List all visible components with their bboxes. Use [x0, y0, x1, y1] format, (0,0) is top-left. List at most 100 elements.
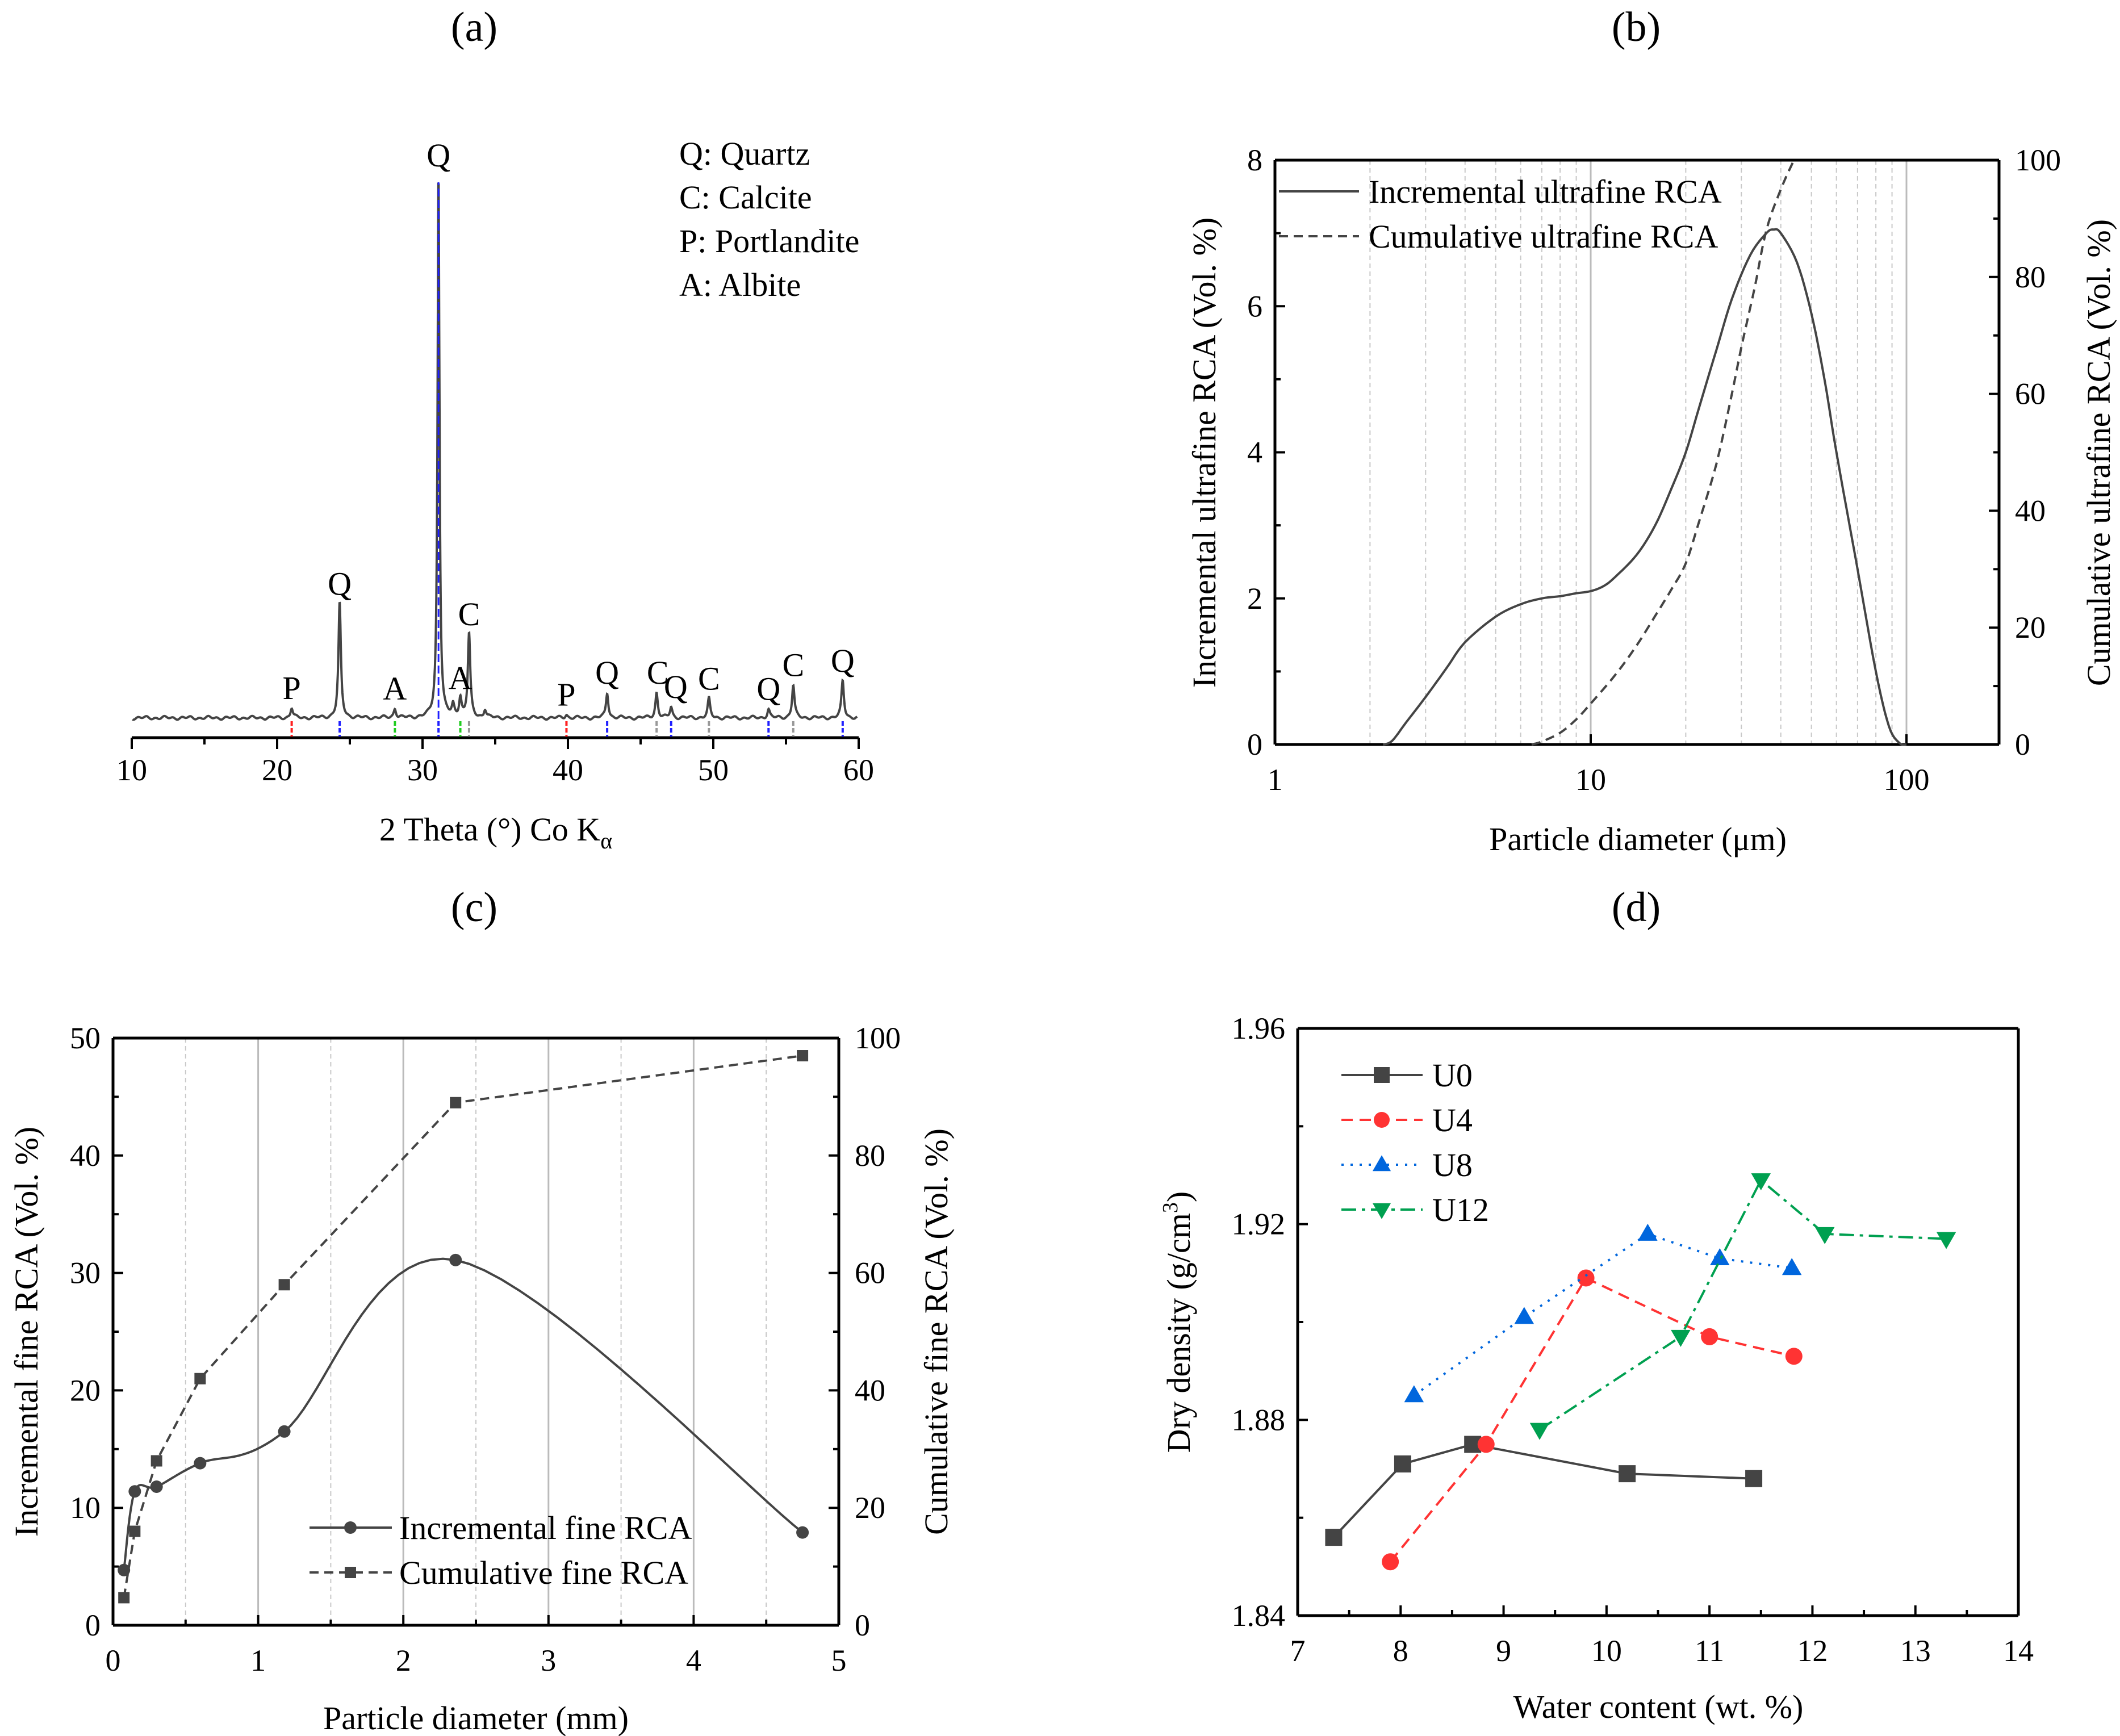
- y2-tick-label: 40: [855, 1373, 885, 1407]
- legend-label-U0: U0: [1432, 1057, 1473, 1094]
- x-tick-label: 100: [1884, 763, 1930, 797]
- peak-label-C: C: [698, 660, 720, 697]
- legend-label-cumulative: Cumulative fine RCA: [399, 1554, 688, 1591]
- x-tick-label: 2: [396, 1643, 411, 1678]
- x-tick-label: 13: [1900, 1634, 1931, 1668]
- legend-label-U12: U12: [1432, 1191, 1489, 1228]
- y-axis-label-text: Dry density (g/cm: [1160, 1213, 1197, 1453]
- y2-tick-label: 60: [2015, 377, 2046, 411]
- y2-tick-label: 60: [855, 1256, 885, 1290]
- x-tick-label: 50: [698, 753, 729, 787]
- series-line-U4: [1389, 1276, 1795, 1563]
- legend-label-U8: U8: [1432, 1147, 1473, 1183]
- y-tick-label: 8: [1247, 143, 1262, 177]
- xrd-pattern-line: [132, 182, 858, 721]
- x-axis-label-text: 2 Theta (°) Co K: [379, 811, 600, 848]
- x-tick-label: 1: [250, 1643, 266, 1678]
- y2-tick-label: 100: [855, 1021, 901, 1055]
- x-axis-label: 2 Theta (°) Co Kα: [379, 811, 612, 854]
- data-point-U8: [1514, 1307, 1534, 1324]
- x-tick-label: 14: [2003, 1634, 2034, 1668]
- legend-marker-U8: [1372, 1155, 1391, 1172]
- x-tick-label: 7: [1290, 1634, 1306, 1668]
- peak-label-C: C: [782, 647, 804, 684]
- data-point-U12: [1671, 1329, 1691, 1347]
- x-tick-label: 20: [262, 753, 292, 787]
- y-tick-label: 1.96: [1232, 1011, 1286, 1045]
- x-tick-label: 10: [1575, 763, 1606, 797]
- y-tick-label: 0: [85, 1608, 101, 1642]
- series-line-U12: [1538, 1178, 1947, 1431]
- cumulative-point: [450, 1097, 462, 1108]
- cumulative-point: [278, 1279, 290, 1291]
- legend-entry: C: Calcite: [679, 179, 812, 216]
- x-axis-label: Water content (wt. %): [1513, 1688, 1804, 1725]
- x-tick-label: 10: [116, 753, 147, 787]
- x-tick-label: 40: [553, 753, 583, 787]
- legend-label-U4: U4: [1432, 1102, 1473, 1139]
- legend-entry: P: Portlandite: [679, 223, 859, 260]
- data-point-U0: [1394, 1455, 1411, 1473]
- peak-label-Q: Q: [756, 671, 780, 708]
- peak-label-Q: Q: [328, 565, 352, 602]
- panel-b-label: (b): [1612, 4, 1661, 51]
- x-tick-label: 8: [1393, 1634, 1408, 1668]
- peak-label-C: C: [458, 596, 480, 633]
- y-tick-label: 0: [1247, 727, 1262, 762]
- incremental-point: [796, 1526, 809, 1539]
- x-tick-label: 10: [1591, 1634, 1622, 1668]
- data-point-U4: [1477, 1436, 1495, 1453]
- cumulative-point: [129, 1525, 141, 1537]
- y-axis-label-sup: 3: [1159, 1202, 1182, 1213]
- data-point-U12: [1936, 1232, 1956, 1249]
- x-tick-label: 30: [407, 753, 438, 787]
- cumulative-curve: [1531, 160, 1795, 746]
- peak-label-A: A: [449, 660, 472, 697]
- data-point-U0: [1619, 1465, 1636, 1483]
- incremental-point: [128, 1485, 141, 1498]
- x-tick-label: 3: [541, 1643, 556, 1678]
- peak-label-Q: Q: [426, 137, 450, 174]
- series-line-U8: [1413, 1232, 1792, 1396]
- y2-tick-label: 0: [855, 1608, 870, 1642]
- y-tick-label: 4: [1247, 436, 1262, 470]
- legend-marker-U4: [1374, 1112, 1390, 1128]
- legend-marker-U12: [1372, 1203, 1391, 1219]
- data-point-U12: [1814, 1227, 1835, 1244]
- y-tick-label: 1.88: [1232, 1403, 1286, 1437]
- panel-c-fine-psd-chart: 0 10 20 30 40 50 0 20 40 60 80 100 0 1 2 3 4 5 Particle di…: [8, 1021, 955, 1736]
- y-axis-label: Incremental fine RCA (Vol. %): [8, 1127, 45, 1537]
- y-axis-label-end: ): [1160, 1191, 1197, 1202]
- legend-label-incremental: Incremental fine RCA: [399, 1509, 692, 1546]
- data-point-U12: [1529, 1423, 1550, 1440]
- y-tick-label: 40: [70, 1139, 101, 1173]
- data-point-U4: [1785, 1348, 1803, 1365]
- y2-axis-label-text: Cumulative ultrafine RCA (Vol. %): [2080, 219, 2117, 686]
- y2-axis-label-text: Cumulative fine RCA (Vol. %): [918, 1128, 955, 1535]
- peak-label-P: P: [282, 670, 300, 706]
- y2-tick-label: 80: [855, 1139, 885, 1173]
- data-point-U8: [1710, 1248, 1730, 1265]
- legend-marker-incremental: [344, 1521, 357, 1534]
- x-tick-label: 12: [1797, 1634, 1828, 1668]
- x-tick-label: 1: [1268, 763, 1283, 797]
- y-axis-label-text: Incremental ultrafine RCA (Vol. %): [1186, 217, 1223, 688]
- incremental-point: [194, 1457, 207, 1470]
- peak-label-A: A: [383, 670, 407, 707]
- x-tick-label: 4: [686, 1643, 701, 1678]
- panel-d-label: (d): [1612, 884, 1661, 931]
- incremental-curve: [1382, 228, 1906, 746]
- legend-label-incremental: Incremental ultrafine RCA: [1369, 173, 1722, 210]
- peak-label-C: C: [647, 654, 669, 691]
- y-tick-label: 20: [70, 1373, 101, 1407]
- incremental-point: [449, 1253, 462, 1266]
- legend-entry: A: Albite: [679, 266, 801, 303]
- y-tick-label: 2: [1247, 582, 1262, 616]
- x-tick-label: 60: [843, 753, 874, 787]
- y-axis-label: Dry density (g/cm3): [1159, 1191, 1197, 1453]
- data-point-U8: [1782, 1258, 1802, 1275]
- y-tick-label: 1.84: [1232, 1599, 1286, 1633]
